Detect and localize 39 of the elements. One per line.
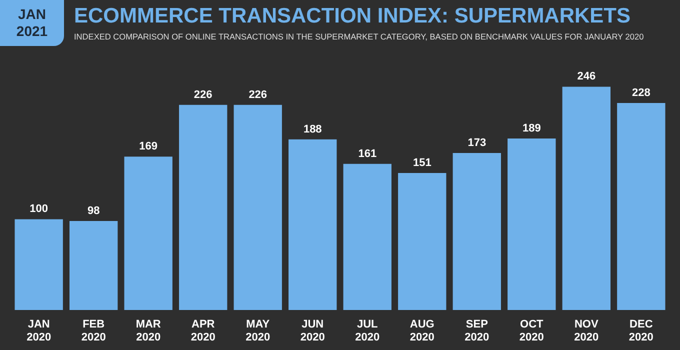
x-tick-label: JAN 2020 [26, 318, 52, 344]
data-label: 100 [30, 203, 48, 216]
data-label: 151 [412, 156, 432, 169]
data-label: 169 [139, 140, 158, 153]
bar [124, 156, 172, 310]
bar [398, 172, 446, 310]
bar [179, 104, 228, 310]
chart-subtitle: INDEXED COMPARISON OF ONLINE TRANSACTIONS IN THE SUPERMARKET CATEGORY, BASED ON BENCHMARK VALUES FOR JANUARY 2020 [74, 31, 644, 42]
x-tick-label: JUL 2020 [355, 318, 380, 344]
data-label: 228 [632, 87, 650, 100]
text: JAN 2021 [0, 0, 64, 46]
data-label: 246 [577, 70, 596, 83]
bar [343, 164, 392, 310]
chart-title: ECOMMERCE TRANSACTION INDEX: SUPERMARKETS [74, 4, 631, 28]
bar [508, 138, 556, 310]
bar [288, 139, 337, 310]
bar [617, 103, 666, 310]
bar [234, 104, 282, 310]
x-tick-label: APR 2020 [190, 318, 216, 344]
x-tick-label: OCT 2020 [519, 318, 544, 344]
x-tick-label: AUG 2020 [410, 318, 434, 344]
bar [562, 86, 611, 310]
data-label: 188 [303, 123, 322, 136]
data-label: 189 [522, 122, 541, 134]
data-label: 226 [194, 88, 212, 101]
bar [69, 221, 118, 310]
x-tick-label: MAR 2020 [136, 318, 161, 344]
x-tick-label: NOV 2020 [574, 318, 599, 344]
data-label: 98 [87, 205, 100, 218]
bar [14, 219, 63, 310]
data-label: 161 [358, 148, 377, 160]
x-tick-label: JUN 2020 [300, 318, 325, 344]
bar [452, 152, 501, 310]
x-tick-label: MAY 2020 [246, 318, 270, 344]
data-label: 226 [248, 88, 268, 101]
data-label: 173 [468, 136, 486, 149]
x-tick-label: SEP 2020 [464, 318, 490, 344]
x-tick-label: FEB 2020 [81, 318, 106, 344]
x-tick-label: DEC 2020 [628, 318, 654, 344]
